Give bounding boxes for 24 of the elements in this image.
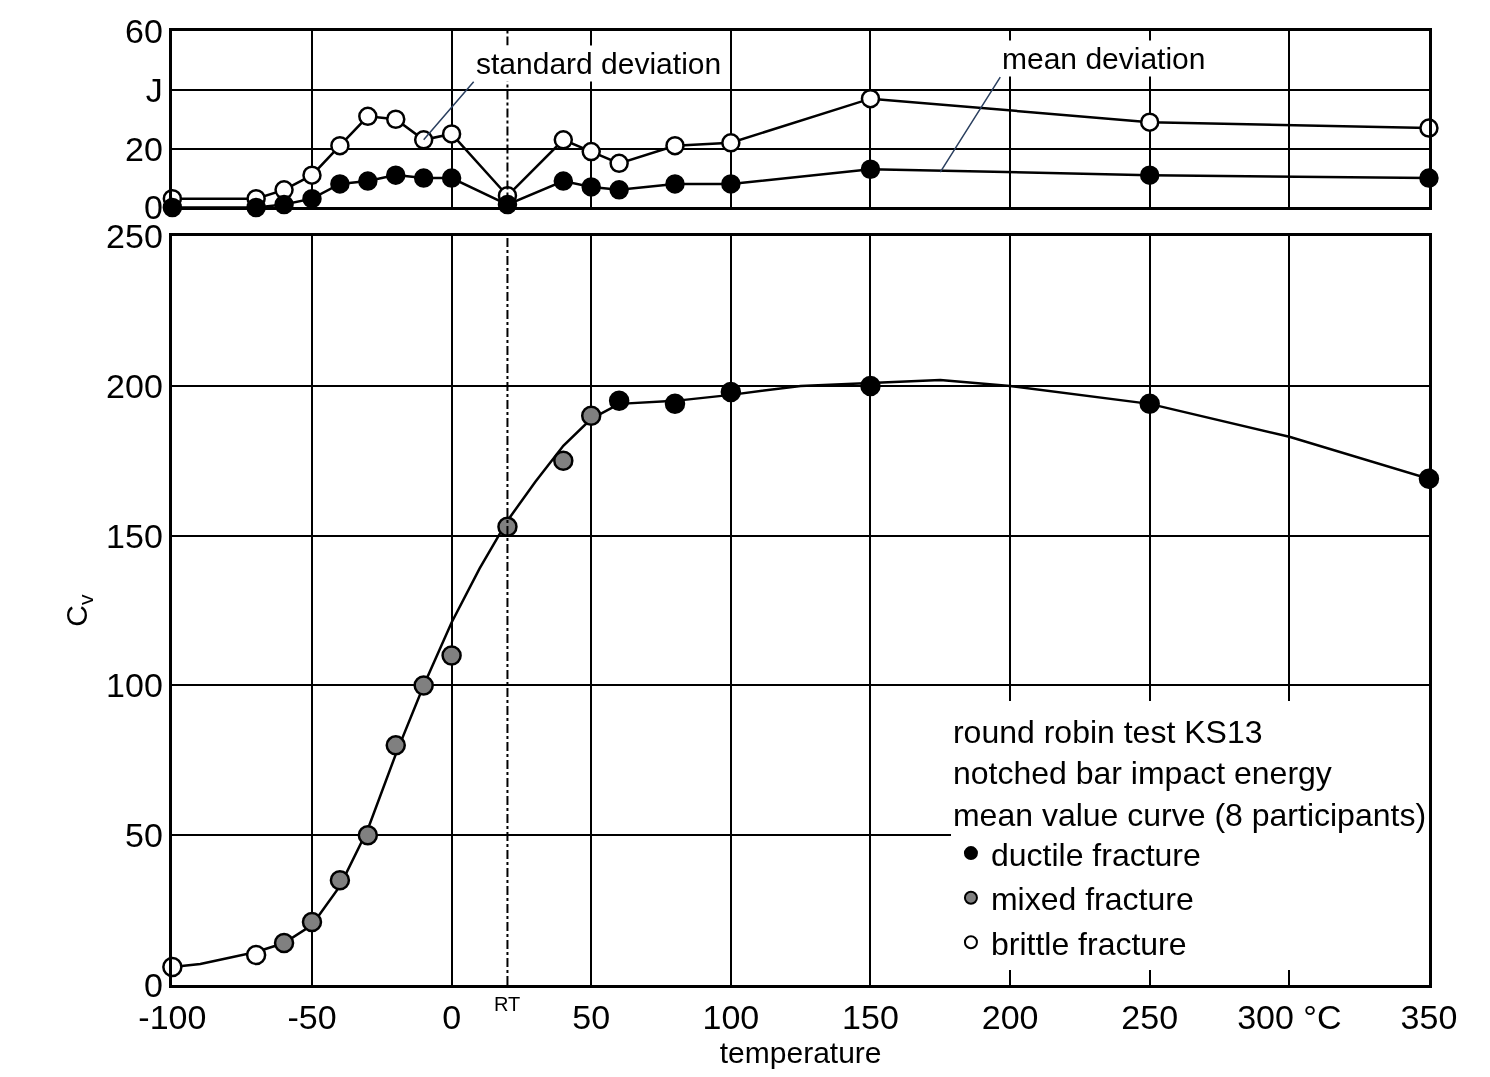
legend-label: ductile fracture: [990, 836, 1201, 873]
x-axis-title: temperature: [719, 1036, 882, 1070]
y-tick-label: J: [145, 70, 163, 109]
x-tick-label: 0: [442, 997, 462, 1036]
annotation: standard deviation: [476, 47, 722, 80]
y-tick-label: 20: [124, 129, 163, 168]
ref-line-label: RT: [494, 993, 521, 1015]
y-tick-label: 200: [106, 366, 163, 405]
x-tick-label: 150: [842, 997, 899, 1036]
x-tick-label: 100: [702, 997, 760, 1036]
x-tick-label: 250: [1121, 997, 1179, 1036]
legend-label: brittle fracture: [990, 925, 1187, 962]
y-tick-label: 150: [106, 516, 163, 555]
y-tick-label: 60: [124, 11, 163, 50]
x-tick-label: 300 °C: [1237, 997, 1342, 1036]
legend-title: round robin test KS13 notched bar impact energy mean value curve (8 participants): [952, 713, 1427, 833]
x-tick-label: -50: [287, 997, 337, 1036]
y-tick-label: 50: [124, 816, 163, 855]
y-tick-label: 100: [106, 666, 163, 705]
x-tick-label: 350: [1400, 997, 1458, 1036]
legend-label: mixed fracture: [990, 881, 1194, 918]
x-tick-label: 50: [572, 997, 611, 1036]
annotation: mean deviation: [1002, 42, 1206, 75]
x-tick-label: 200: [981, 997, 1039, 1036]
